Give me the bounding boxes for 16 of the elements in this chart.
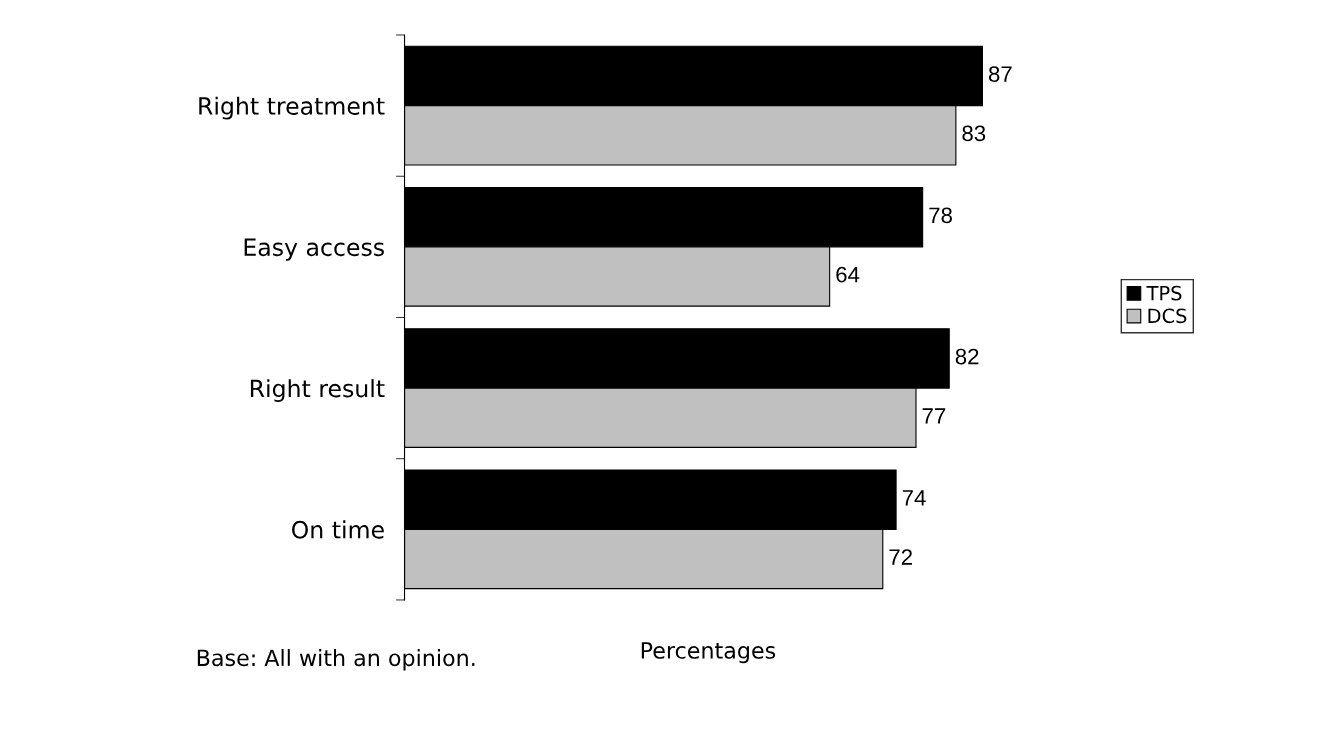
- data-label: 78: [929, 207, 952, 224]
- text: Base: All with an opinion.: [197, 648, 475, 671]
- data-label: 77: [922, 408, 946, 424]
- data-label: 87: [988, 66, 1012, 82]
- data-label: 72: [889, 549, 912, 565]
- data-label: 83: [962, 125, 986, 142]
- data-label: 64: [836, 266, 860, 283]
- data-label: 74: [902, 490, 926, 506]
- y-tick-label: Right result: [250, 379, 385, 402]
- y-tick-label: Easy access: [244, 238, 384, 261]
- x-axis-title: Percentages: [641, 642, 776, 664]
- y-tick-label: Right treatment: [199, 96, 385, 120]
- data-label: 82: [955, 348, 979, 365]
- legend-label: DCS: [1148, 308, 1187, 324]
- y-tick-label: On time: [292, 520, 384, 539]
- legend-label: TPS: [1146, 285, 1182, 301]
